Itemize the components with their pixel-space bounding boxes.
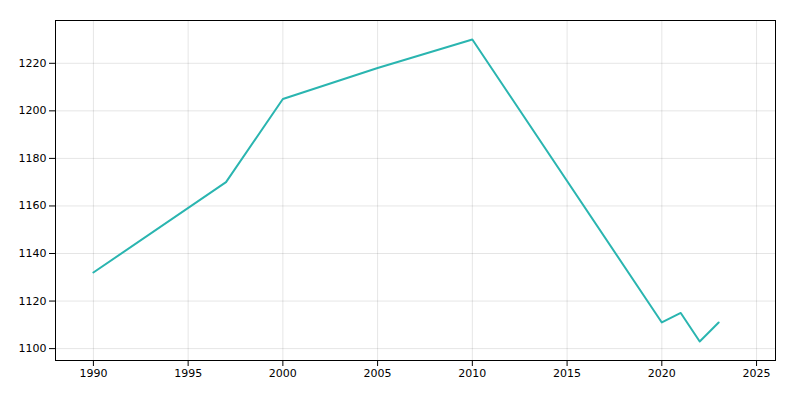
svg-text:1140: 1140 <box>19 247 47 260</box>
svg-text:1180: 1180 <box>19 152 47 165</box>
svg-text:1100: 1100 <box>19 342 47 355</box>
svg-text:1990: 1990 <box>79 367 107 380</box>
svg-text:2000: 2000 <box>269 367 297 380</box>
svg-text:2005: 2005 <box>364 367 392 380</box>
svg-text:2015: 2015 <box>553 367 581 380</box>
svg-text:1220: 1220 <box>19 57 47 70</box>
svg-text:1200: 1200 <box>19 104 47 117</box>
svg-text:2025: 2025 <box>743 367 771 380</box>
svg-text:1160: 1160 <box>19 199 47 212</box>
svg-text:1995: 1995 <box>174 367 202 380</box>
svg-text:1120: 1120 <box>19 295 47 308</box>
svg-text:2010: 2010 <box>458 367 486 380</box>
svg-text:2020: 2020 <box>648 367 676 380</box>
